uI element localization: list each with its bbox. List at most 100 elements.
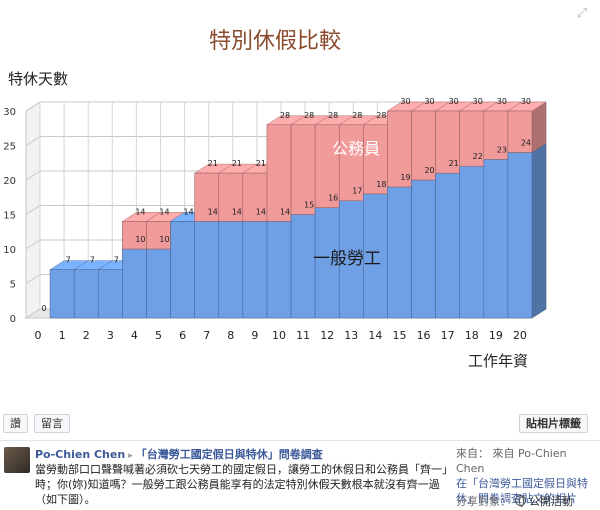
photo-caption: Po-Chien Chen ▸ 「台灣勞工國定假日與特休」問卷調查 當勞動部口口聲聲… xyxy=(0,440,600,510)
data-label-civil-servant: 30 xyxy=(473,97,483,106)
share-label: 分享對象： xyxy=(456,495,511,508)
bar-civil-servant xyxy=(266,124,292,222)
x-tick-label: 14 xyxy=(368,329,382,342)
data-label-general-worker: 24 xyxy=(521,138,531,147)
x-tick-label: 15 xyxy=(392,329,406,342)
bar-general-worker xyxy=(411,179,436,319)
from-label: 來自： xyxy=(456,447,489,460)
comment-button[interactable]: 留言 xyxy=(34,414,70,433)
x-tick-label: 1 xyxy=(59,329,66,342)
x-tick-label: 6 xyxy=(179,329,186,342)
like-button[interactable]: 讚 xyxy=(3,414,28,433)
data-label-general-worker: 19 xyxy=(400,173,410,182)
y-tick-label: 30 xyxy=(3,107,16,118)
x-tick-label: 0 xyxy=(35,329,42,342)
y-tick-label: 0 xyxy=(10,314,16,325)
y-tick-label: 5 xyxy=(10,280,16,291)
data-label-civil-servant: 21 xyxy=(232,159,242,168)
data-label-civil-servant: 28 xyxy=(280,111,290,120)
author-link[interactable]: Po-Chien Chen xyxy=(35,448,126,461)
x-tick-label: 18 xyxy=(465,329,479,342)
bar-general-worker xyxy=(459,165,485,319)
data-label-civil-servant: 30 xyxy=(521,97,531,106)
share-row: 分享對象： 公開活動 xyxy=(456,493,573,509)
bar-general-worker xyxy=(266,221,292,319)
data-label-general-worker: 23 xyxy=(497,145,507,154)
data-label-general-worker: 14 xyxy=(232,207,242,216)
data-label-general-worker: 14 xyxy=(208,207,218,216)
data-label-general-worker: 14 xyxy=(280,207,290,216)
bar-general-worker xyxy=(49,269,75,319)
bar-general-worker xyxy=(218,221,244,319)
album-link[interactable]: 「台灣勞工國定假日與特休」問卷調查 xyxy=(135,448,323,461)
bar-civil-servant xyxy=(387,110,412,188)
grid-line-diag xyxy=(25,170,41,181)
bar-civil-servant xyxy=(507,110,533,153)
bar-general-worker xyxy=(435,172,461,319)
grid-line-diag xyxy=(25,308,41,319)
bar-civil-servant xyxy=(218,172,244,222)
data-label-general-worker: 10 xyxy=(135,235,145,244)
data-label-civil-servant: 21 xyxy=(208,159,218,168)
data-label-general-worker: 0 xyxy=(42,304,47,313)
bar-general-worker xyxy=(363,193,388,319)
data-label-civil-servant: 30 xyxy=(400,97,410,106)
bar-general-worker xyxy=(73,269,99,319)
series-label-general-worker: 一般勞工 xyxy=(313,249,381,269)
data-label-civil-servant: 14 xyxy=(159,207,169,216)
y-tick-label: 10 xyxy=(3,245,16,256)
data-label-civil-servant: 28 xyxy=(328,111,338,120)
post-header: Po-Chien Chen ▸ 「台灣勞工國定假日與特休」問卷調查 xyxy=(35,446,323,462)
x-axis-label: 工作年資 xyxy=(468,352,528,370)
grid-line-diag xyxy=(25,274,41,284)
x-tick-label: 12 xyxy=(320,329,334,342)
bar-general-worker xyxy=(290,214,316,319)
expand-icon[interactable]: ⤢ xyxy=(576,6,588,21)
photo-viewer: 0 7 7 7 10 14 10 14 14 14 21 14 21 14 21 14 28 15 28 16 28 17… xyxy=(3,6,588,370)
x-tick-label: 19 xyxy=(489,329,503,342)
x-tick-label: 11 xyxy=(296,329,310,342)
from-author-link[interactable]: 來自 Po-Chien Chen xyxy=(456,447,567,475)
y-axis-label: 特休天數 xyxy=(8,70,68,88)
bar-civil-servant xyxy=(146,221,171,250)
data-label-civil-servant: 21 xyxy=(256,159,266,168)
data-label-general-worker: 7 xyxy=(90,256,95,265)
bar-general-worker xyxy=(387,186,412,319)
x-tick-label: 3 xyxy=(107,329,114,342)
chart-title: 特別休假比較 xyxy=(209,29,341,54)
grid-line-diag xyxy=(25,239,41,250)
bar-general-worker xyxy=(483,159,509,319)
share-audience[interactable]: 公開活動 xyxy=(529,495,573,508)
x-tick-label: 7 xyxy=(203,329,210,342)
data-label-general-worker: 21 xyxy=(449,159,459,168)
data-label-general-worker: 7 xyxy=(114,256,119,265)
tag-photo-button[interactable]: 貼相片標籤 xyxy=(519,414,588,433)
data-label-civil-servant: 28 xyxy=(304,111,314,120)
y-tick-label: 15 xyxy=(3,211,16,222)
data-label-general-worker: 22 xyxy=(473,152,483,161)
bar-general-worker xyxy=(97,269,123,319)
x-tick-label: 17 xyxy=(441,329,455,342)
data-label-civil-servant: 28 xyxy=(352,111,362,120)
bar-general-worker xyxy=(146,248,171,319)
bar-civil-servant xyxy=(459,110,485,167)
data-label-general-worker: 14 xyxy=(184,207,194,216)
series-label-civil-servant: 公務員 xyxy=(332,139,380,158)
arrow-icon: ▸ xyxy=(128,451,133,461)
data-label-general-worker: 16 xyxy=(328,194,338,203)
bar-general-worker xyxy=(242,221,268,319)
chart-bars xyxy=(49,101,547,319)
bar-civil-servant xyxy=(194,172,220,222)
x-tick-label: 8 xyxy=(227,329,234,342)
data-label-civil-servant: 28 xyxy=(376,111,386,120)
photo-action-bar: 讚 留言 貼相片標籤 xyxy=(0,411,600,435)
y-tick-label: 25 xyxy=(3,142,16,153)
data-label-general-worker: 7 xyxy=(66,256,71,265)
avatar[interactable] xyxy=(4,447,30,473)
x-tick-label: 20 xyxy=(513,329,527,342)
chart-data-labels: 0 7 7 7 10 14 10 14 14 14 21 14 21 14 21 14 28 15 28 16 28 17… xyxy=(42,97,532,313)
data-label-civil-servant: 30 xyxy=(424,97,434,106)
grid-line-diag xyxy=(25,101,41,112)
